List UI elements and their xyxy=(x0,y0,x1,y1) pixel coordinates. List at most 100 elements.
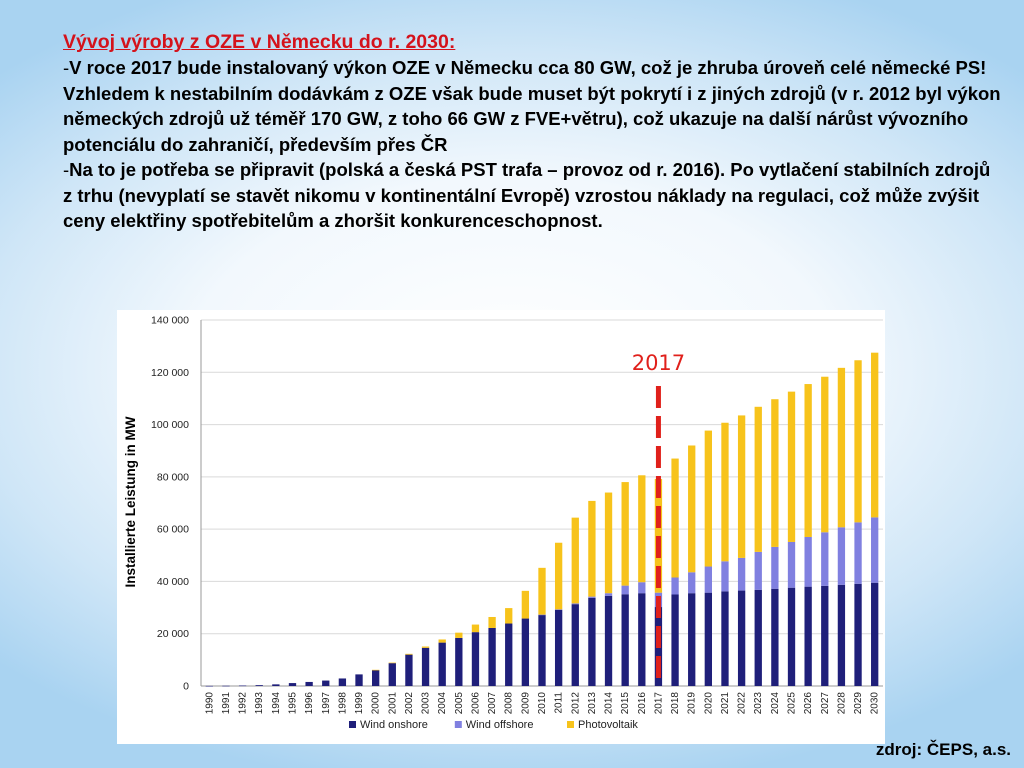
bar-wind-onshore xyxy=(205,685,213,687)
bar-photovoltaik xyxy=(505,608,513,624)
bar-photovoltaik xyxy=(554,542,563,610)
bar-wind-onshore xyxy=(638,593,646,686)
bar-wind-offshore xyxy=(854,522,862,584)
bar-wind-offshore xyxy=(771,546,779,589)
bar-wind-onshore xyxy=(338,678,347,686)
legend-label: Wind offshore xyxy=(466,719,534,731)
bar-wind-onshore xyxy=(588,597,596,686)
bar-wind-onshore xyxy=(837,584,846,686)
y-tick-label: 20 000 xyxy=(157,628,189,640)
source-note: zdroj: ČEPS, a.s. xyxy=(875,740,1011,759)
bar-wind-onshore xyxy=(288,683,297,686)
x-tick-label: 2019 xyxy=(687,692,698,715)
x-tick-label: 2009 xyxy=(520,692,531,715)
bar-wind-onshore xyxy=(521,618,530,686)
x-tick-label: 1999 xyxy=(354,692,365,715)
bar-wind-onshore xyxy=(455,637,463,686)
bar-photovoltaik xyxy=(837,367,846,528)
y-axis-title: Installierte Leistung in MW xyxy=(123,416,138,587)
bar-wind-onshore xyxy=(322,680,330,686)
bar-photovoltaik xyxy=(588,500,596,597)
bar-wind-offshore xyxy=(704,566,713,593)
bar-wind-onshore xyxy=(222,685,230,687)
legend-swatch xyxy=(349,721,356,728)
chart-container: 0 20 000 40 000 60 000 80 000 100 000 120 000 1… xyxy=(117,310,885,744)
x-tick-label: 2001 xyxy=(387,692,398,715)
y-tick-label: 60 000 xyxy=(157,524,189,536)
bar-wind-onshore xyxy=(721,591,729,686)
bar-photovoltaik xyxy=(804,384,812,537)
bar-photovoltaik xyxy=(871,352,879,518)
bar-photovoltaik xyxy=(421,646,430,648)
bar-photovoltaik xyxy=(688,445,696,573)
x-tick-label: 2027 xyxy=(820,692,831,715)
x-tick-label: 1991 xyxy=(221,692,232,715)
stacked-bar-chart: 0 20 000 40 000 60 000 80 000 100 000 120 000 1… xyxy=(123,315,883,731)
x-tick-label: 2013 xyxy=(587,692,598,715)
bar-photovoltaik xyxy=(521,590,530,619)
bullet-dash: - xyxy=(63,57,70,78)
y-tick-label: 80 000 xyxy=(157,471,189,483)
bar-photovoltaik xyxy=(638,475,646,583)
x-tick-label: 1996 xyxy=(304,692,315,715)
bar-wind-onshore xyxy=(355,674,363,686)
x-tick-label: 2024 xyxy=(770,692,781,715)
bar-wind-offshore xyxy=(621,585,629,595)
bar-wind-onshore xyxy=(538,614,546,686)
annotation-label: 2017 xyxy=(632,351,685,375)
bar-photovoltaik xyxy=(621,482,629,586)
bar-wind-onshore xyxy=(737,590,746,686)
bar-wind-onshore xyxy=(688,593,696,686)
bar-wind-onshore xyxy=(771,588,779,686)
y-tick-label: 0 xyxy=(183,681,189,693)
bar-wind-onshore xyxy=(787,587,796,686)
x-tick-label: 2030 xyxy=(870,692,881,715)
y-tick-label: 40 000 xyxy=(157,576,189,588)
x-tick-label: 2029 xyxy=(853,692,864,715)
x-tick-label: 2004 xyxy=(437,692,448,715)
bar-wind-onshore xyxy=(671,594,679,686)
x-tick-label: 2023 xyxy=(753,692,764,715)
slide-title: Vývoj výroby z OZE v Německu do r. 2030: xyxy=(63,31,456,53)
x-tick-label: 1995 xyxy=(287,692,298,715)
bar-wind-offshore xyxy=(754,551,762,590)
x-tick-label: 2014 xyxy=(604,692,615,715)
x-tick-label: 2007 xyxy=(487,692,498,715)
bullet-paragraph-2: -Na to je potřeba se připravit (polská a… xyxy=(63,157,1003,234)
bar-photovoltaik xyxy=(704,430,713,567)
x-tick-label: 2021 xyxy=(720,692,731,715)
x-tick-label: 2011 xyxy=(554,692,565,714)
bar-photovoltaik xyxy=(654,478,663,593)
bar-wind-onshore xyxy=(438,642,446,686)
bar-wind-onshore xyxy=(554,609,563,686)
bar-wind-onshore xyxy=(471,632,480,686)
bar-photovoltaik xyxy=(854,360,862,523)
bar-wind-offshore xyxy=(871,517,879,583)
bullet-paragraph-1: -V roce 2017 bude instalovaný výkon OZE … xyxy=(63,55,1003,157)
bar-wind-onshore xyxy=(255,685,263,686)
x-tick-label: 2005 xyxy=(454,692,465,715)
x-tick-label: 1990 xyxy=(204,692,215,715)
bar-wind-onshore xyxy=(854,583,862,686)
bar-wind-onshore xyxy=(871,582,879,686)
y-tick-label: 100 000 xyxy=(151,419,189,431)
bar-photovoltaik xyxy=(754,406,762,552)
bar-wind-offshore xyxy=(837,527,846,585)
bar-wind-offshore xyxy=(554,609,563,611)
bar-wind-offshore xyxy=(538,614,546,616)
bar-wind-onshore xyxy=(238,685,247,687)
legend-swatch xyxy=(454,721,462,728)
bar-photovoltaik xyxy=(571,517,579,604)
bar-wind-offshore xyxy=(821,532,829,586)
bar-wind-onshore xyxy=(272,684,280,686)
bar-wind-onshore xyxy=(704,592,713,686)
x-tick-label: 1993 xyxy=(254,692,265,715)
bar-wind-offshore xyxy=(588,596,596,598)
legend-label: Wind onshore xyxy=(360,719,428,731)
bar-wind-onshore xyxy=(421,647,430,686)
x-tick-label: 2010 xyxy=(537,692,548,715)
bar-wind-offshore xyxy=(787,541,796,588)
bar-wind-onshore xyxy=(505,623,513,686)
bullet-text: Na to je potřeba se připravit (polská a … xyxy=(63,159,991,231)
bar-wind-onshore xyxy=(405,654,413,686)
